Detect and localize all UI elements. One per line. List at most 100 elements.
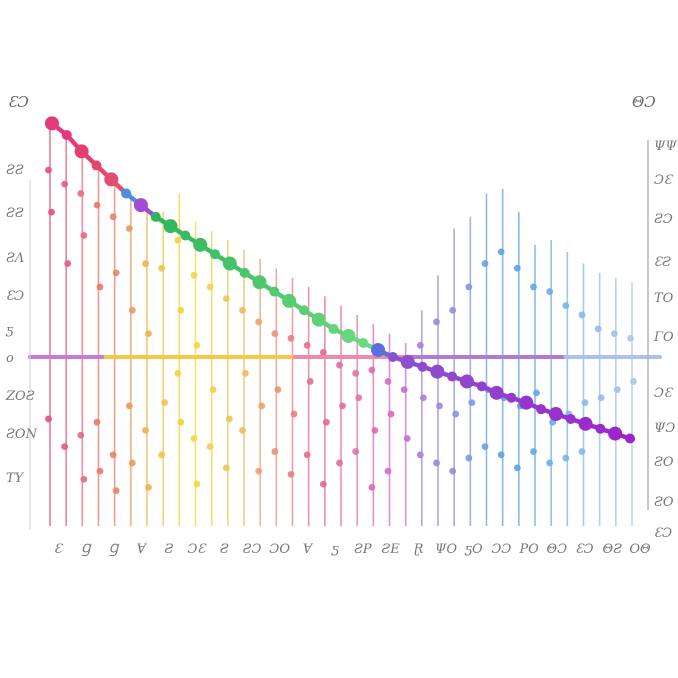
stem-dot <box>384 378 392 385</box>
left-tick-label: ƐƆ <box>6 289 24 304</box>
left-tick-label: ƧƧ <box>6 163 24 178</box>
stem-dot <box>109 451 117 459</box>
stem-dot <box>452 410 460 418</box>
series-point <box>578 416 593 431</box>
right-tick-label: ΨƆ <box>654 421 675 436</box>
stem-dot <box>271 330 279 338</box>
stem-dot <box>206 283 214 291</box>
right-tick-label: ƧΟ <box>654 455 674 470</box>
stem-dot <box>161 399 169 407</box>
series-point <box>163 219 178 234</box>
stem-dot <box>61 180 69 188</box>
stem-dot <box>533 389 540 397</box>
stem-dot <box>306 378 314 385</box>
x-tick-label: ΘƧ <box>602 542 622 557</box>
left-tick-label: TY <box>6 471 25 486</box>
line-layer <box>45 116 635 444</box>
x-tick-label: Ɽ <box>413 542 423 557</box>
x-tick-label: ƧΕ <box>381 542 400 557</box>
stem-dot <box>319 480 327 488</box>
stem-dot <box>222 464 230 472</box>
series-point <box>252 275 267 290</box>
stem-dot <box>303 451 311 459</box>
x-tick-label: ƧƆ <box>243 542 262 557</box>
stem-dot <box>416 451 424 459</box>
stem-dot <box>177 418 185 426</box>
series-point <box>489 385 504 400</box>
stem-dot <box>336 459 343 467</box>
series-point <box>210 249 221 260</box>
stem-dot <box>77 190 85 197</box>
stem-dot <box>145 330 152 338</box>
stem-dot <box>322 418 330 426</box>
stem-dot <box>255 467 263 475</box>
series-point <box>282 293 297 308</box>
stem-dot <box>77 431 85 439</box>
series-point <box>150 211 161 222</box>
x-tick-label: Ɐ <box>136 542 147 557</box>
stem-dot <box>174 369 182 377</box>
left-tick-label: ο <box>6 351 14 366</box>
stem-dot <box>190 435 198 442</box>
x-tick-label: Ɡ <box>109 542 120 557</box>
series-point <box>311 312 326 327</box>
series-point <box>519 395 534 410</box>
series-point <box>180 230 191 241</box>
right-tick-labels: ΨΨ ƆƐ ƧƆ ƐƧ ΤΟ ΓΟ ƆƐ ΨƆ ƧΟ ƧΟ <box>653 139 677 510</box>
stem-dot <box>209 386 217 393</box>
stem-dot <box>627 334 634 342</box>
stem-dot <box>193 341 201 349</box>
series-point <box>222 256 237 271</box>
stem-dot <box>610 330 618 338</box>
x-tick-label: Ɐ <box>303 542 314 557</box>
stem-dot <box>96 467 104 475</box>
series-point <box>608 426 623 441</box>
stem-dot <box>255 318 263 326</box>
series-point <box>104 172 119 187</box>
stem-dot <box>96 283 104 291</box>
x-tick-label: Ƨ <box>164 542 173 557</box>
stem-dot <box>546 288 554 295</box>
stem-dot <box>142 426 149 434</box>
stem-dot <box>287 334 295 342</box>
stem-dot <box>562 302 570 309</box>
x-tick-label: ƆƆ <box>491 542 511 557</box>
stem-dot <box>239 426 246 434</box>
stem-dot <box>419 394 427 402</box>
stem-dot <box>80 232 88 239</box>
stem-dot <box>142 260 149 267</box>
series-point <box>74 144 89 159</box>
series-point <box>239 267 250 278</box>
stem-dot <box>465 454 473 462</box>
stem-dot <box>109 213 117 221</box>
stem-dot <box>93 418 101 426</box>
stem-dot <box>630 378 637 385</box>
stem-dot <box>400 386 408 393</box>
stem-dot <box>158 451 166 459</box>
stem-dot <box>497 248 505 256</box>
series-point <box>193 237 208 252</box>
stem-dot <box>513 264 521 272</box>
series-point <box>459 374 474 389</box>
stem-dot <box>384 467 392 475</box>
stem-dot <box>416 341 424 349</box>
x-tick-label: ΡΟ <box>518 542 539 557</box>
stem-dot <box>613 386 621 393</box>
stem-dot <box>497 451 505 459</box>
stem-dot <box>578 311 586 319</box>
series-point <box>506 392 517 403</box>
stem-dot <box>112 487 120 495</box>
stem-dot <box>387 410 395 418</box>
right-tick-label: ΓΟ <box>653 330 674 345</box>
stem-dot <box>449 467 457 475</box>
left-tick-label: ZOƧ <box>5 389 35 404</box>
stem-dot <box>158 264 166 272</box>
stem-dot <box>125 402 133 410</box>
stem-dot <box>177 306 185 314</box>
stems-layer <box>45 123 637 526</box>
right-tick-label: ƆƐ <box>654 173 674 188</box>
left-tick-label: ƧƧ <box>6 206 24 221</box>
stem-dot <box>355 394 363 402</box>
